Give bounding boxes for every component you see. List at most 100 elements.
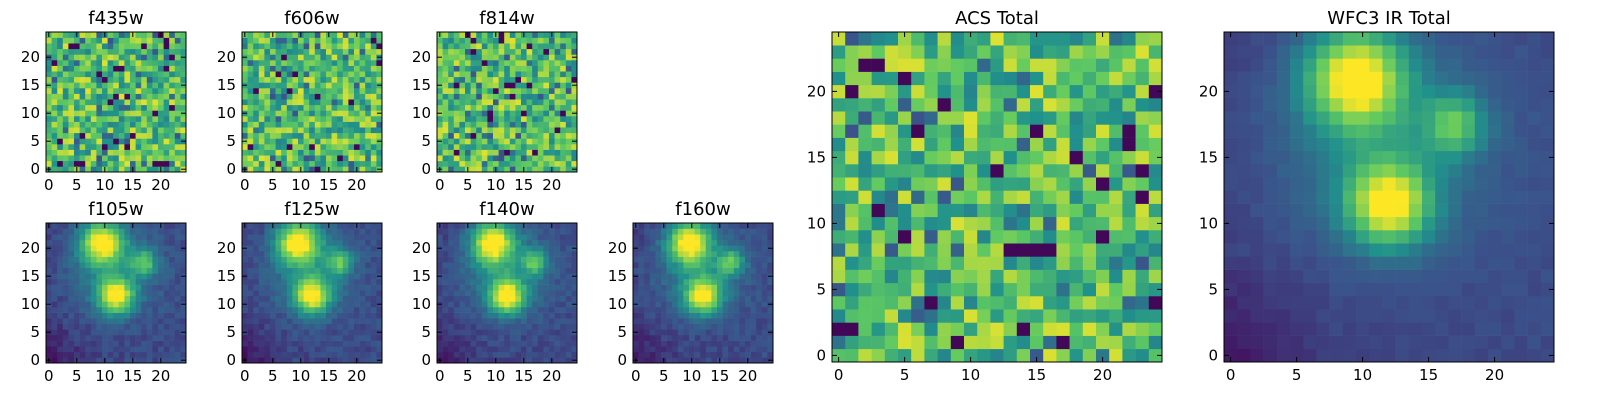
heatmap-cell bbox=[509, 71, 516, 78]
heatmap-cell bbox=[342, 357, 349, 364]
heatmap-cell bbox=[481, 273, 488, 280]
heatmap-cell bbox=[326, 256, 332, 263]
heatmap-cell bbox=[509, 138, 516, 145]
heatmap-cell bbox=[74, 301, 80, 308]
heatmap-cell bbox=[453, 223, 460, 229]
heatmap-cell bbox=[543, 273, 550, 280]
heatmap-cell bbox=[342, 335, 349, 341]
heatmap-cell bbox=[146, 116, 153, 122]
heatmap-cell bbox=[281, 99, 288, 106]
heatmap-cell bbox=[977, 282, 991, 297]
heatmap-cell bbox=[359, 149, 366, 156]
heatmap-cell bbox=[163, 166, 170, 173]
heatmap-cell bbox=[102, 93, 108, 100]
heatmap-cell bbox=[174, 284, 181, 291]
heatmap-cell bbox=[376, 155, 383, 162]
heatmap-cell bbox=[174, 251, 181, 257]
heatmap-cell bbox=[309, 323, 316, 330]
heatmap-cell bbox=[937, 190, 952, 204]
heatmap-cell bbox=[448, 110, 455, 117]
heatmap-cell bbox=[370, 160, 377, 167]
heatmap-cell bbox=[924, 216, 938, 231]
heatmap-cell bbox=[711, 251, 718, 257]
heatmap-cell bbox=[96, 166, 103, 173]
heatmap-cell bbox=[146, 239, 153, 246]
heatmap-cell bbox=[571, 76, 578, 83]
heatmap-cell bbox=[756, 329, 763, 336]
heatmap-cell bbox=[509, 99, 516, 106]
heatmap-cell bbox=[57, 323, 64, 330]
heatmap-cell bbox=[761, 290, 768, 297]
heatmap-cell bbox=[102, 340, 108, 347]
heatmap-cell bbox=[57, 116, 64, 122]
heatmap-cell bbox=[51, 127, 58, 134]
heatmap-cell bbox=[560, 318, 567, 325]
heatmap-cell bbox=[275, 127, 282, 134]
heatmap-cell bbox=[554, 48, 561, 55]
heatmap-cell bbox=[911, 269, 925, 284]
heatmap-cell bbox=[845, 322, 859, 336]
heatmap-cell bbox=[515, 262, 522, 269]
heatmap-cell bbox=[303, 82, 310, 89]
x-tick-label: 15 bbox=[514, 176, 533, 194]
heatmap-cell bbox=[493, 290, 499, 297]
heatmap-cell bbox=[152, 93, 159, 100]
heatmap-cell bbox=[85, 104, 92, 111]
heatmap-cell bbox=[62, 54, 69, 61]
heatmap-cell bbox=[565, 262, 572, 269]
heatmap-cell bbox=[722, 284, 729, 291]
heatmap-cell bbox=[470, 357, 477, 364]
heatmap-cell bbox=[884, 150, 899, 165]
heatmap-cell bbox=[509, 312, 516, 319]
heatmap-cell bbox=[342, 262, 349, 269]
heatmap-cell bbox=[543, 110, 550, 117]
heatmap-cell bbox=[242, 279, 248, 285]
heatmap-cell bbox=[365, 234, 372, 241]
heatmap-cell bbox=[309, 65, 316, 72]
heatmap-cell bbox=[303, 37, 310, 44]
heatmap-cell bbox=[717, 335, 723, 341]
heatmap-cell bbox=[487, 346, 494, 353]
heatmap-cell bbox=[118, 256, 125, 263]
heatmap-cell bbox=[644, 323, 651, 330]
heatmap-cell bbox=[298, 121, 304, 128]
heatmap-cell bbox=[152, 340, 159, 347]
heatmap-cell bbox=[689, 245, 695, 252]
heatmap-cell bbox=[858, 269, 872, 284]
heatmap-cell bbox=[118, 357, 125, 364]
heatmap-cell bbox=[314, 318, 321, 325]
heatmap-cell bbox=[683, 295, 690, 302]
heatmap-cell bbox=[292, 323, 299, 330]
heatmap-cell bbox=[57, 144, 64, 150]
heatmap-cell bbox=[90, 37, 97, 44]
heatmap-cell bbox=[858, 348, 872, 363]
heatmap-cell bbox=[281, 60, 288, 66]
heatmap-cell bbox=[465, 60, 471, 66]
heatmap-cell bbox=[342, 65, 349, 72]
heatmap-cell bbox=[62, 284, 69, 291]
heatmap-cell bbox=[68, 323, 75, 330]
heatmap-cell bbox=[504, 239, 511, 246]
heatmap-cell bbox=[130, 82, 136, 89]
heatmap-cell bbox=[476, 256, 483, 263]
heatmap-cell bbox=[481, 43, 488, 50]
heatmap-cell bbox=[320, 245, 327, 252]
heatmap-cell bbox=[118, 127, 125, 134]
heatmap-cell bbox=[258, 251, 265, 257]
heatmap-cell bbox=[560, 351, 567, 358]
heatmap-cell bbox=[549, 335, 555, 341]
heatmap-cell bbox=[509, 127, 516, 134]
heatmap-cell bbox=[180, 121, 187, 128]
heatmap-cell bbox=[442, 323, 449, 330]
heatmap-cell bbox=[247, 37, 254, 44]
heatmap-cell bbox=[537, 93, 544, 100]
heatmap-cell bbox=[728, 340, 735, 347]
x-tick-label: 15 bbox=[710, 367, 729, 385]
heatmap-cell bbox=[442, 279, 449, 285]
heatmap-cell bbox=[376, 65, 383, 72]
heatmap-cell bbox=[158, 239, 164, 246]
heatmap-cell bbox=[722, 239, 729, 246]
heatmap-cell bbox=[649, 323, 656, 330]
heatmap-cell bbox=[448, 54, 455, 61]
heatmap-cell bbox=[739, 301, 746, 308]
